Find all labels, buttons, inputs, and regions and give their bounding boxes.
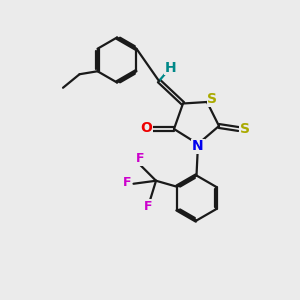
Text: O: O xyxy=(140,121,152,134)
Text: F: F xyxy=(136,152,144,165)
Text: F: F xyxy=(144,200,153,213)
Text: S: S xyxy=(207,92,218,106)
Text: F: F xyxy=(123,176,132,189)
Text: H: H xyxy=(165,61,177,74)
Text: N: N xyxy=(192,140,204,153)
Text: S: S xyxy=(240,122,250,136)
